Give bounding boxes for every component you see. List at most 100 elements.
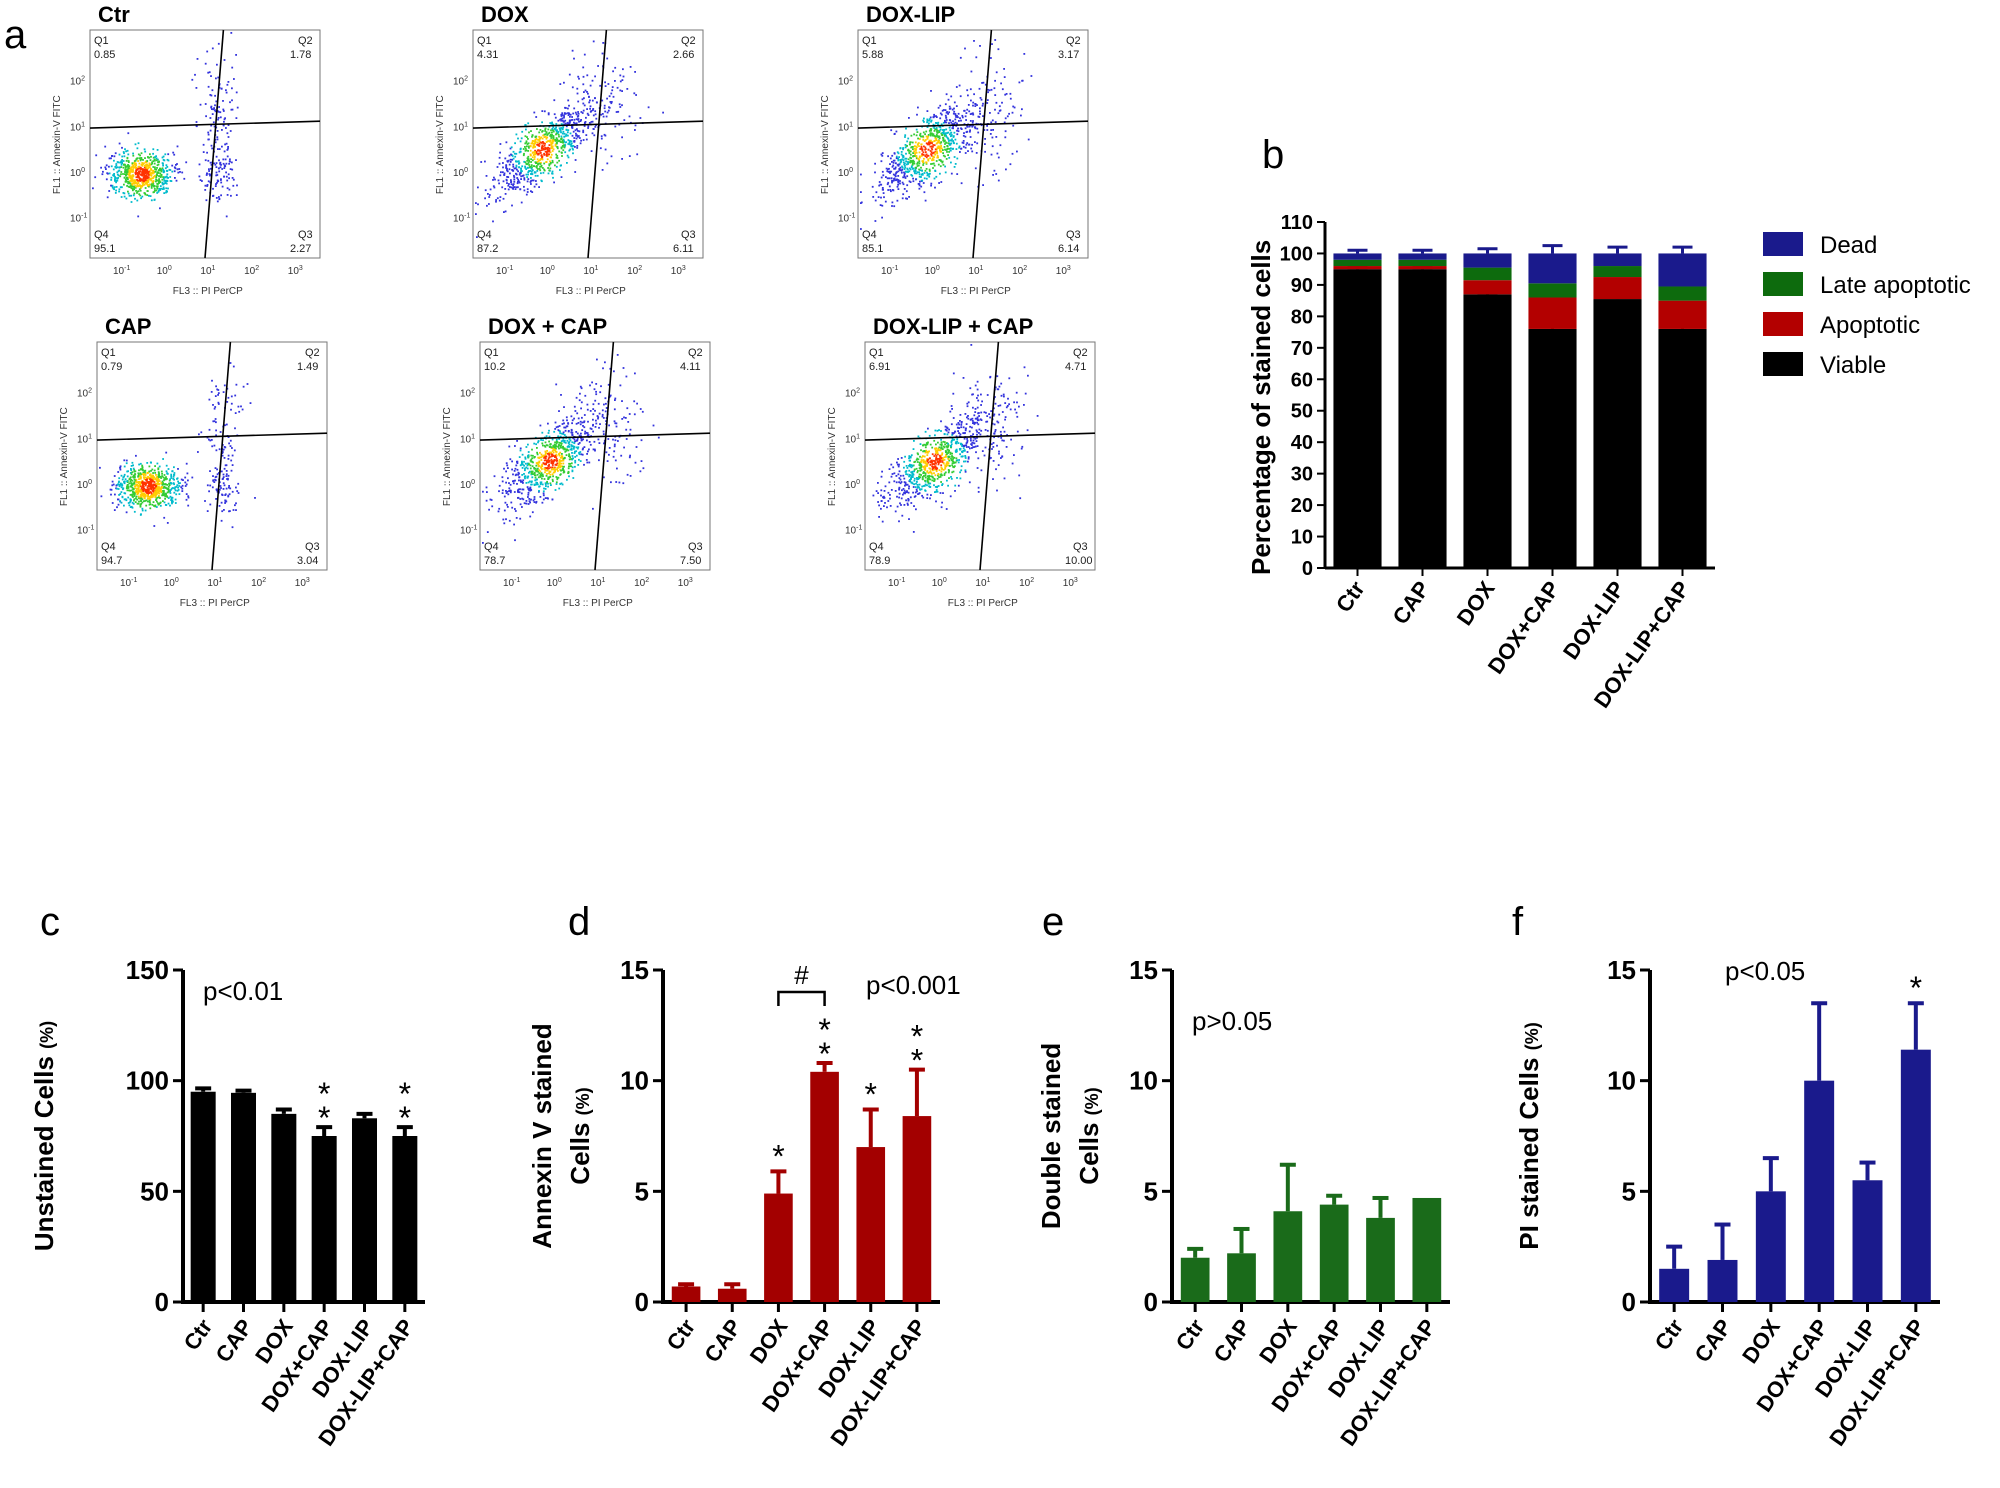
flow-event-dot — [604, 148, 607, 151]
flow-event-dot — [902, 193, 905, 196]
flow-event-dot — [214, 418, 217, 420]
flow-event-dot — [512, 188, 514, 190]
flow-event-dot — [894, 166, 897, 169]
flow-event-dot — [942, 121, 945, 124]
flow-event-dot — [158, 474, 161, 477]
flow-event-dot — [908, 518, 910, 520]
flow-event-dot — [557, 470, 559, 472]
flow-event-dot — [927, 461, 930, 464]
flow-event-dot — [530, 454, 533, 457]
flow-event-dot — [507, 467, 509, 469]
flow-event-dot — [564, 144, 567, 146]
flow-event-dot — [136, 174, 139, 176]
flow-event-dot — [216, 179, 219, 182]
flow-event-dot — [937, 453, 939, 456]
flow-event-dot — [174, 486, 177, 489]
flow-event-dot — [139, 504, 142, 507]
flow-event-dot — [610, 155, 613, 158]
flow-event-dot — [595, 101, 598, 104]
flow-event-dot — [135, 189, 137, 192]
flow-event-dot — [502, 180, 505, 183]
flow-event-dot — [159, 168, 161, 170]
flow-event-dot — [539, 496, 542, 498]
flow-event-dot — [961, 116, 964, 119]
flow-gate-vertical — [204, 29, 225, 259]
flow-event-dot — [964, 47, 966, 50]
flow-event-dot — [541, 463, 543, 466]
flow-event-dot — [560, 135, 563, 138]
flow-event-dot — [586, 112, 589, 115]
flow-event-dot — [913, 155, 916, 157]
flow-event-dot — [176, 163, 178, 165]
flow-event-dot — [142, 170, 145, 172]
flow-event-dot — [539, 473, 542, 476]
flow-event-dot — [885, 167, 888, 170]
flow-event-dot — [182, 479, 184, 481]
flow-event-dot — [533, 156, 536, 158]
flow-event-dot — [571, 119, 573, 121]
flow-event-dot — [209, 161, 212, 164]
flow-event-dot — [579, 451, 582, 453]
flow-event-dot — [543, 478, 546, 480]
flow-event-dot — [577, 446, 580, 449]
flow-event-dot — [493, 176, 495, 179]
flow-event-dot — [126, 475, 129, 478]
flow-event-dot — [944, 114, 947, 117]
flow-event-dot — [226, 187, 229, 190]
flow-event-dot — [941, 448, 944, 450]
flow-event-dot — [225, 162, 228, 165]
flow-event-dot — [545, 152, 548, 154]
flow-event-dot — [965, 427, 967, 430]
flow-event-dot — [578, 453, 581, 456]
flow-event-dot — [526, 467, 529, 470]
flow-event-dot — [580, 387, 583, 390]
flow-event-dot — [558, 487, 561, 490]
flow-event-dot — [935, 443, 937, 446]
flow-event-dot — [944, 143, 946, 145]
flow-event-dot — [156, 182, 159, 185]
flow-event-dot — [536, 141, 539, 144]
flow-event-dot — [579, 420, 582, 423]
flow-event-dot — [516, 468, 519, 471]
flow-event-dot — [155, 506, 158, 508]
flow-event-dot — [905, 152, 907, 155]
flow-event-dot — [198, 175, 201, 178]
flow-event-dot — [592, 403, 595, 406]
flow-event-dot — [154, 156, 156, 158]
flow-event-dot — [127, 502, 130, 504]
flow-event-dot — [968, 481, 971, 484]
flow-event-dot — [153, 481, 156, 483]
flow-event-dot — [600, 385, 602, 388]
flow-event-dot — [928, 143, 930, 146]
flow-event-dot — [515, 152, 518, 155]
flow-q4-value: 94.7 — [101, 555, 122, 567]
flow-event-dot — [137, 180, 139, 182]
flow-event-dot — [221, 168, 224, 170]
flow-event-dot — [576, 432, 579, 435]
flow-event-dot — [1011, 111, 1014, 114]
flow-event-dot — [151, 474, 154, 477]
flow-event-dot — [601, 113, 604, 115]
flow-event-dot — [220, 181, 223, 184]
flow-event-dot — [171, 470, 174, 473]
flow-event-dot — [576, 115, 579, 118]
flow-q1-label: Q1 — [477, 35, 492, 47]
flow-event-dot — [940, 181, 943, 183]
flow-event-dot — [592, 128, 595, 130]
flow-x-tick: 103 — [678, 577, 693, 589]
flow-event-dot — [204, 500, 206, 502]
flow-event-dot — [557, 465, 560, 468]
flow-event-dot — [577, 111, 579, 113]
flow-event-dot — [552, 462, 554, 464]
flow-event-dot — [938, 135, 941, 138]
flow-event-dot — [584, 430, 587, 433]
flow-event-dot — [177, 468, 179, 470]
flow-event-dot — [936, 152, 939, 155]
flow-event-dot — [911, 475, 914, 477]
flow-event-dot — [894, 167, 897, 170]
flow-event-dot — [617, 110, 620, 113]
flow-event-dot — [227, 81, 230, 83]
flow-event-dot — [526, 188, 529, 191]
flow-event-dot — [531, 179, 534, 182]
flow-event-dot — [611, 86, 614, 88]
